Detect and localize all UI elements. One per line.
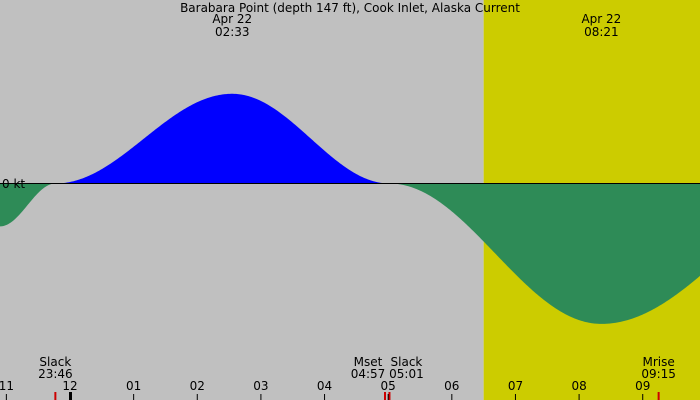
event-label-0: Slack bbox=[39, 355, 71, 369]
event-label-3: Mrise bbox=[643, 355, 675, 369]
hour-tick-label-10: 09 bbox=[635, 379, 650, 393]
hour-tick-label-9: 08 bbox=[571, 379, 586, 393]
event-tick-3 bbox=[657, 392, 660, 400]
hour-tick-label-4: 03 bbox=[253, 379, 268, 393]
hour-tick-label-1: 12 bbox=[62, 379, 77, 393]
hour-tick-label-2: 01 bbox=[126, 379, 141, 393]
current-curve-layer bbox=[0, 93, 700, 324]
event-time-3: 09:15 bbox=[641, 367, 676, 381]
event-tick-0 bbox=[54, 392, 57, 400]
ebb-area-2 bbox=[390, 183, 700, 324]
event-tick-2 bbox=[388, 392, 391, 400]
event-tick-1 bbox=[384, 392, 386, 400]
hour-tick-label-0: 11 bbox=[0, 379, 14, 393]
now-tick bbox=[69, 392, 72, 400]
peak-date-0: Apr 22 bbox=[212, 12, 252, 26]
hour-tick-label-5: 04 bbox=[317, 379, 332, 393]
peak-date-1: Apr 22 bbox=[581, 12, 621, 26]
hour-tick-label-8: 07 bbox=[508, 379, 523, 393]
event-label-2: Slack bbox=[391, 355, 423, 369]
event-time-2: 05:01 bbox=[389, 367, 424, 381]
chart-title: Barabara Point (depth 147 ft), Cook Inle… bbox=[180, 1, 520, 15]
hour-tick-label-7: 06 bbox=[444, 379, 459, 393]
zero-axis-label: 0 kt bbox=[2, 177, 25, 191]
event-labels: Slack23:46Mset04:57Slack05:01Mrise09:15S… bbox=[38, 355, 676, 400]
hour-tick-label-6: 05 bbox=[381, 379, 396, 393]
label-layer: Barabara Point (depth 147 ft), Cook Inle… bbox=[2, 1, 520, 191]
peak-time-1: 08:21 bbox=[584, 25, 619, 39]
hour-tick-label-11: 10 bbox=[699, 379, 700, 393]
event-time-1: 04:57 bbox=[351, 367, 386, 381]
peak-time-0: 02:33 bbox=[215, 25, 250, 39]
event-label-1: Mset bbox=[354, 355, 383, 369]
ebb-area-0 bbox=[0, 183, 56, 227]
night-background bbox=[0, 0, 484, 400]
time-axis: 1112010203040506070809101112010203040506… bbox=[0, 379, 700, 400]
flood-area-1 bbox=[56, 93, 390, 184]
event-time-0: 23:46 bbox=[38, 367, 73, 381]
hour-tick-label-3: 02 bbox=[190, 379, 205, 393]
